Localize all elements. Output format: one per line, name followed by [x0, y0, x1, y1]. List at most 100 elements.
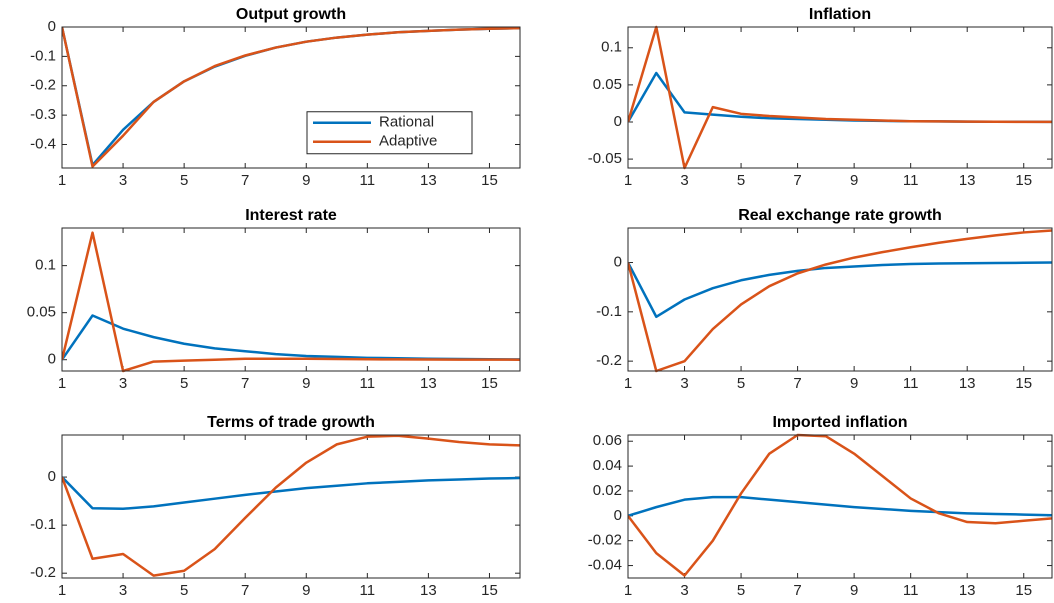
y-tick-label: -0.1 [30, 47, 56, 64]
y-tick-label: -0.3 [30, 106, 56, 123]
plot-area [628, 25, 1052, 170]
x-tick-label: 13 [420, 375, 437, 392]
subplot: Real exchange rate growth-0.2-0.101 3 5 7 9 1… [596, 207, 1053, 392]
x-tick-label: 11 [360, 172, 376, 189]
subplot-title: Imported inflation [772, 414, 907, 431]
y-tick-label: 0.04 [593, 457, 622, 474]
x-tick-label: 11 [903, 172, 919, 189]
x-tick-label: 9 [850, 172, 858, 189]
y-tick-label: -0.1 [30, 516, 56, 533]
x-tick-label: 7 [241, 172, 249, 189]
subplot-title: Interest rate [245, 207, 337, 224]
x-tick-label: 3 [680, 375, 688, 392]
x-tick-label: 5 [180, 375, 188, 392]
x-tick-label: 1 [58, 582, 66, 599]
subplot: Terms of trade growth-0.2-0.101 3 5 7 9 11 13 1… [30, 414, 521, 599]
axes-box [627, 227, 1053, 372]
x-tick-label: 7 [793, 172, 801, 189]
x-tick-label: 15 [1015, 375, 1032, 392]
x-tick-label: 11 [903, 375, 919, 392]
x-tick-label: 3 [680, 582, 688, 599]
series-line [62, 434, 520, 577]
subplot: Imported inflation -0.04 -0.02 0 0.02 0.04 0.0… [588, 414, 1053, 599]
plot-area [62, 26, 520, 168]
y-tick-label: -0.2 [596, 352, 622, 369]
x-tick-label: 7 [241, 582, 249, 599]
x-tick-label: 13 [959, 582, 976, 599]
x-tick-label: 13 [420, 582, 437, 599]
series-line [62, 314, 520, 361]
x-tick-label: 1 [624, 172, 632, 189]
y-tick-label: 0.05 [593, 76, 622, 93]
x-tick-label: 15 [481, 375, 498, 392]
y-tick-label: -0.02 [588, 532, 622, 549]
y-tick-label: 0 [48, 18, 56, 35]
x-tick-label: 13 [420, 172, 437, 189]
y-tick-label: 0 [614, 113, 622, 130]
x-tick-label: 7 [241, 375, 249, 392]
series-line [628, 495, 1052, 518]
legend-label: Rational [379, 114, 434, 131]
x-tick-label: 9 [302, 375, 310, 392]
axes-box [61, 434, 521, 579]
y-tick-label: -0.2 [30, 77, 56, 94]
axes-box [61, 26, 521, 169]
legend: Rational Adaptive [306, 111, 473, 155]
y-tick-label: 0.1 [601, 39, 622, 56]
subplot-title: Real exchange rate growth [738, 207, 942, 224]
y-tick-label: -0.1 [596, 303, 622, 320]
x-tick-label: 9 [850, 582, 858, 599]
series-line [62, 231, 520, 373]
legend-label: Adaptive [379, 133, 437, 150]
x-tick-label: 15 [481, 172, 498, 189]
y-tick-label: 0 [48, 351, 56, 368]
y-tick-label: -0.05 [588, 150, 622, 167]
series-line [628, 25, 1052, 170]
series-line [62, 26, 520, 168]
x-tick-label: 3 [680, 172, 688, 189]
plot-area [62, 434, 520, 577]
series-line [628, 261, 1052, 319]
x-tick-label: 7 [793, 375, 801, 392]
y-tick-label: 0.1 [35, 257, 56, 274]
x-tick-label: 9 [302, 582, 310, 599]
subplot: Output growth-0.4-0.3-0.2-0.101 3 5 7 9 11 13 1… [30, 6, 521, 189]
x-tick-label: 9 [850, 375, 858, 392]
x-tick-label: 15 [1015, 582, 1032, 599]
axes-box [61, 227, 521, 372]
plot-area [628, 229, 1052, 373]
x-tick-label: 7 [793, 582, 801, 599]
x-tick-label: 5 [180, 172, 188, 189]
x-tick-label: 15 [481, 582, 498, 599]
x-tick-label: 3 [119, 582, 127, 599]
x-tick-label: 1 [624, 375, 632, 392]
x-tick-label: 5 [737, 172, 745, 189]
series-line [62, 476, 520, 511]
subplot-title: Terms of trade growth [207, 414, 375, 431]
y-tick-label: 0.05 [27, 304, 56, 321]
y-tick-label: 0.02 [593, 482, 622, 499]
x-tick-label: 5 [737, 375, 745, 392]
subplot-title: Output growth [236, 6, 346, 23]
y-tick-label: -0.2 [30, 564, 56, 581]
axes-box [627, 434, 1053, 579]
x-tick-label: 11 [903, 582, 919, 599]
x-tick-label: 13 [959, 172, 976, 189]
y-tick-label: -0.4 [30, 135, 56, 152]
series-line [628, 433, 1052, 577]
x-tick-label: 3 [119, 375, 127, 392]
y-tick-label: 0 [614, 507, 622, 524]
plot-area [628, 433, 1052, 577]
y-tick-label: -0.04 [588, 557, 622, 574]
plot-area [62, 231, 520, 373]
x-tick-label: 1 [58, 172, 66, 189]
x-tick-label: 1 [58, 375, 66, 392]
subplot-title: Inflation [809, 6, 871, 23]
x-tick-label: 11 [360, 375, 376, 392]
x-tick-label: 15 [1015, 172, 1032, 189]
x-tick-label: 5 [737, 582, 745, 599]
x-tick-label: 3 [119, 172, 127, 189]
